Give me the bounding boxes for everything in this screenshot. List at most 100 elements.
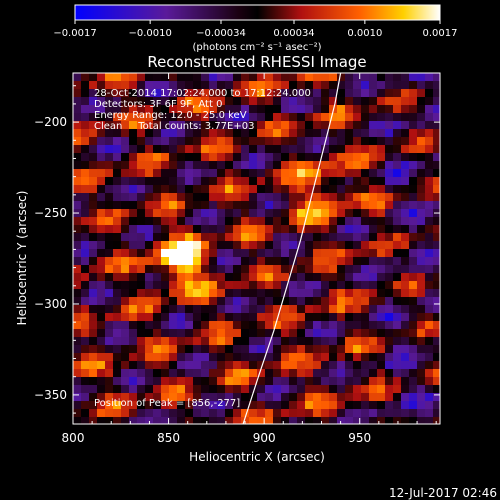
heatmap-cell [201,201,209,209]
heatmap-cell [289,417,297,424]
heatmap-cell [225,185,233,193]
heatmap-cell [193,417,201,424]
heatmap-cell [401,329,409,337]
heatmap-cell [345,129,353,137]
heatmap-cell [401,121,409,129]
heatmap-cell [113,209,121,217]
heatmap-cell [353,385,361,393]
heatmap-cell [409,369,417,377]
heatmap-cell [209,129,217,137]
heatmap-cell [265,81,273,89]
heatmap-cell [225,121,233,129]
heatmap-cell [329,241,337,249]
heatmap-cell [185,361,193,369]
heatmap-cell [425,385,433,393]
heatmap-cell [377,281,385,289]
heatmap-cell [265,217,273,225]
heatmap-cell [201,377,209,385]
heatmap-cell [193,337,201,345]
heatmap-cell [321,345,329,353]
heatmap-cell [121,281,129,289]
heatmap-cell [329,81,337,89]
colorbar-tick-label: −0.00034 [196,28,246,39]
heatmap-cell [265,233,273,241]
heatmap-cell [265,393,273,401]
heatmap-cell [241,393,249,401]
heatmap-cell [393,281,401,289]
heatmap-cell [121,241,129,249]
heatmap-cell [401,201,409,209]
heatmap-cell [121,337,129,345]
heatmap-cell [97,297,105,305]
heatmap-cell [401,281,409,289]
heatmap-cell [297,105,305,113]
heatmap-cell [161,369,169,377]
heatmap-cell [401,161,409,169]
heatmap-cell [105,137,113,145]
heatmap-cell [97,161,105,169]
heatmap-cell [153,393,161,401]
heatmap-cell [305,265,313,273]
heatmap-cell [121,193,129,201]
heatmap-cell [217,417,225,424]
heatmap-cell [145,233,153,241]
heatmap-cell [105,337,113,345]
heatmap-cell [209,89,217,97]
heatmap-cell [345,121,353,129]
heatmap-cell [337,377,345,385]
heatmap-cell [409,297,417,305]
heatmap-cells [73,73,440,424]
heatmap-cell [217,217,225,225]
heatmap-cell [145,81,153,89]
heatmap-cell [369,273,377,281]
heatmap-cell [377,417,385,424]
heatmap-cell [257,305,265,313]
heatmap-cell [417,233,425,241]
heatmap-cell [129,233,137,241]
heatmap-cell [273,369,281,377]
heatmap-cell [177,177,185,185]
heatmap-cell [273,401,281,409]
heatmap-cell [385,305,393,313]
heatmap-cell [393,241,401,249]
heatmap-cell [121,153,129,161]
heatmap-cell [289,121,297,129]
heatmap-cell [233,289,241,297]
heatmap-cell [409,233,417,241]
heatmap-cell [281,97,289,105]
heatmap-cell [249,193,257,201]
heatmap-cell [249,97,257,105]
heatmap-cell [281,233,289,241]
heatmap-cell [177,105,185,113]
heatmap-cell [89,361,97,369]
heatmap-cell [425,169,433,177]
heatmap-cell [337,161,345,169]
heatmap-cell [73,121,81,129]
heatmap-cell [193,145,201,153]
heatmap-cell [257,185,265,193]
heatmap-cell [385,241,393,249]
heatmap-cell [177,417,185,424]
heatmap-cell [265,385,273,393]
heatmap-cell [297,89,305,97]
heatmap-cell [137,129,145,137]
heatmap-cell [233,321,241,329]
heatmap-cell [265,129,273,137]
heatmap-cell [81,385,89,393]
heatmap-cell [353,177,361,185]
heatmap-cell [425,401,433,409]
heatmap-cell [433,201,440,209]
heatmap-cell [433,313,440,321]
heatmap-cell [137,377,145,385]
heatmap-cell [169,329,177,337]
heatmap-cell [225,417,233,424]
heatmap-cell [137,345,145,353]
heatmap-cell [137,369,145,377]
heatmap-cell [217,361,225,369]
heatmap-cell [185,313,193,321]
heatmap-cell [385,337,393,345]
heatmap-cell [129,153,137,161]
heatmap-cell [73,241,81,249]
heatmap-cell [209,193,217,201]
heatmap-cell [217,169,225,177]
